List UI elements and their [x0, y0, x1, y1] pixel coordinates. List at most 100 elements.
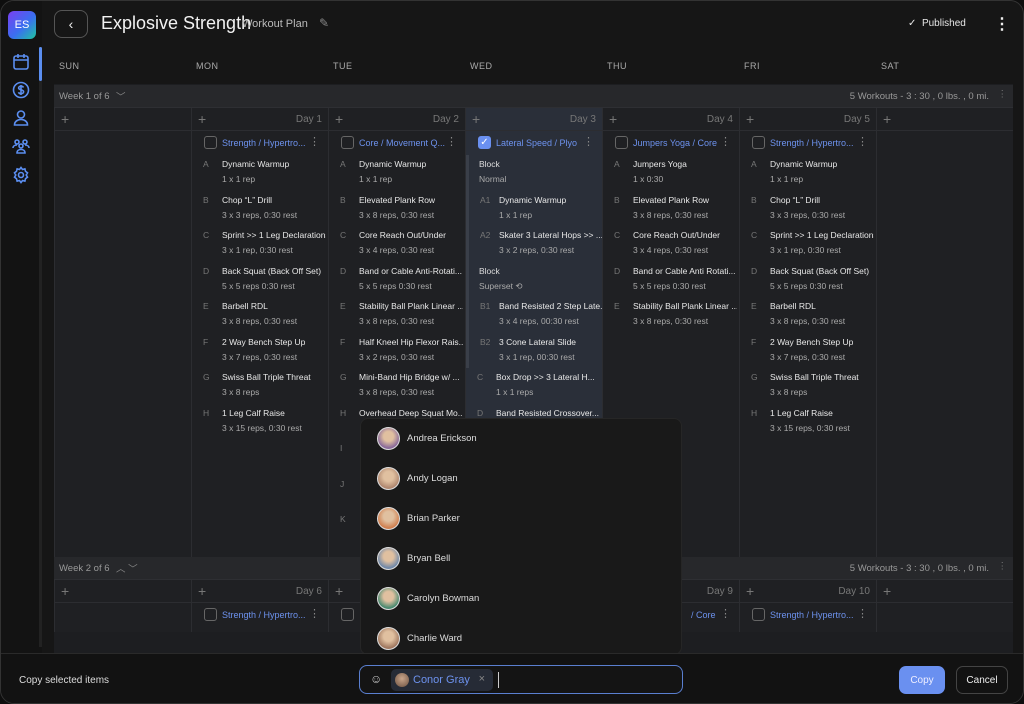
- add-workout-icon[interactable]: +: [883, 583, 892, 599]
- exercise-item[interactable]: G Mini-Band Hip Bridge w/ ... 3 x 8 reps, …: [329, 368, 465, 404]
- workout-card-header[interactable]: Strength / Hypertro... ⋮: [192, 131, 328, 155]
- remove-chip-icon[interactable]: ×: [478, 673, 485, 685]
- exercise-item[interactable]: F Half Kneel Hip Flexor Rais... 3 x 2 reps…: [329, 333, 465, 369]
- exercise-item[interactable]: H Overhead Deep Squat Mo...: [329, 404, 465, 440]
- add-workout-icon[interactable]: +: [335, 583, 344, 599]
- workout-card-header[interactable]: ✓ Lateral Speed / Plyo ⋮: [466, 131, 602, 155]
- exercise-item[interactable]: B Chop “L” Drill 3 x 3 reps, 0:30 rest: [740, 191, 876, 227]
- exercise-item[interactable]: H 1 Leg Calf Raise 3 x 15 reps, 0:30 rest: [192, 404, 328, 440]
- workout-checkbox[interactable]: [752, 608, 765, 621]
- back-button[interactable]: ‹: [54, 10, 88, 38]
- cancel-button[interactable]: Cancel: [956, 666, 1008, 694]
- workout-options-icon[interactable]: ⋮: [720, 608, 731, 620]
- exercise-item[interactable]: D Back Squat (Back Off Set) 5 x 5 reps 0:3…: [740, 262, 876, 298]
- client-option[interactable]: Carolyn Bowman: [361, 579, 681, 619]
- user-icon[interactable]: [12, 109, 30, 127]
- exercise-item[interactable]: C Sprint >> 1 Leg Declarations 3 x 1 rep, …: [192, 226, 328, 262]
- exercise-item[interactable]: C Core Reach Out/Under 3 x 4 reps, 0:30 re…: [603, 226, 739, 262]
- exercise-item[interactable]: A Jumpers Yoga 1 x 0:30: [603, 155, 739, 191]
- week-options-icon[interactable]: ⋮: [997, 89, 1008, 100]
- block-header[interactable]: Block Superset ⟲: [466, 261, 602, 297]
- workout-title[interactable]: Strength / Hypertro...: [770, 610, 854, 620]
- add-workout-icon[interactable]: +: [746, 583, 755, 599]
- workout-checkbox[interactable]: [204, 136, 217, 149]
- edit-pencil-icon[interactable]: ✎: [319, 16, 330, 30]
- workout-options-icon[interactable]: ⋮: [309, 136, 320, 148]
- block-header[interactable]: Block Normal: [466, 155, 602, 191]
- exercise-item[interactable]: B Elevated Plank Row 3 x 8 reps, 0:30 rest: [329, 191, 465, 227]
- exercise-item[interactable]: B2 3 Cone Lateral Slide 3 x 1 rep, 00:30 r…: [466, 332, 602, 368]
- exercise-item[interactable]: E Stability Ball Plank Linear ... 3 x 8 re…: [603, 297, 739, 333]
- workout-options-icon[interactable]: ⋮: [583, 136, 594, 148]
- add-workout-icon[interactable]: +: [335, 111, 344, 127]
- selected-client-chip[interactable]: Conor Gray ×: [391, 669, 493, 691]
- workout-options-icon[interactable]: ⋮: [309, 608, 320, 620]
- more-options-icon[interactable]: ⋮: [994, 16, 1010, 33]
- workout-checkbox[interactable]: ✓: [478, 136, 491, 149]
- exercise-item[interactable]: A1 Dynamic Warmup 1 x 1 rep: [466, 190, 602, 226]
- exercise-item[interactable]: C Sprint >> 1 Leg Declarations 3 x 1 rep, …: [740, 226, 876, 262]
- exercise-item[interactable]: G Swiss Ball Triple Threat 3 x 8 reps: [740, 368, 876, 404]
- workout-card-header[interactable]: Strength / Hypertro... ⋮: [740, 131, 876, 155]
- calendar-icon[interactable]: [12, 53, 30, 71]
- exercise-item[interactable]: F 2 Way Bench Step Up 3 x 7 reps, 0:30 res…: [192, 333, 328, 369]
- workout-options-icon[interactable]: ⋮: [857, 608, 868, 620]
- client-option[interactable]: Brian Parker: [361, 499, 681, 539]
- week-toggle-icon[interactable]: ﹀: [116, 92, 126, 103]
- workout-title[interactable]: Strength / Hypertro...: [222, 138, 306, 148]
- week-toggle-icon[interactable]: ︿ ﹀: [116, 564, 138, 575]
- workout-title[interactable]: Jumpers Yoga / Core: [633, 138, 718, 148]
- add-workout-icon[interactable]: +: [198, 111, 207, 127]
- client-option[interactable]: Bryan Bell: [361, 539, 681, 579]
- workout-options-icon[interactable]: ⋮: [720, 136, 731, 148]
- sidebar-scrollbar[interactable]: [39, 47, 42, 647]
- exercise-item[interactable]: E Stability Ball Plank Linear ... 3 x 8 re…: [329, 297, 465, 333]
- workout-title[interactable]: Strength / Hypertro...: [222, 610, 306, 620]
- published-status[interactable]: ✓ Published: [908, 18, 966, 29]
- exercise-item[interactable]: A: [329, 627, 465, 632]
- exercise-item[interactable]: I: [329, 439, 465, 475]
- add-workout-icon[interactable]: +: [746, 111, 755, 127]
- workout-checkbox[interactable]: [752, 136, 765, 149]
- exercise-item[interactable]: D Band or Cable Anti-Rotati... 5 x 5 reps …: [329, 262, 465, 298]
- exercise-item[interactable]: B1 Band Resisted 2 Step Late... 3 x 4 reps…: [466, 297, 602, 333]
- dollar-icon[interactable]: [12, 81, 30, 99]
- add-workout-icon[interactable]: +: [883, 111, 892, 127]
- workout-title[interactable]: Strength / Hypertro...: [770, 138, 854, 148]
- workout-card-header[interactable]: Core / Movement Q... ⋮: [329, 131, 465, 155]
- week-options-icon[interactable]: ⋮: [997, 561, 1008, 572]
- workout-card-header[interactable]: / Core ⋮: [603, 603, 739, 627]
- exercise-item[interactable]: E Barbell RDL 3 x 8 reps, 0:30 rest: [740, 297, 876, 333]
- exercise-item[interactable]: K: [329, 510, 465, 546]
- workout-checkbox[interactable]: [341, 136, 354, 149]
- app-logo[interactable]: ES: [8, 11, 36, 39]
- exercise-item[interactable]: G Swiss Ball Triple Threat 3 x 8 reps: [192, 368, 328, 404]
- workout-card-header[interactable]: Jumpers Yoga / Core ⋮: [603, 131, 739, 155]
- add-workout-icon[interactable]: +: [198, 583, 207, 599]
- client-picker-input[interactable]: ☺ Conor Gray ×: [359, 665, 683, 694]
- exercise-item[interactable]: H 1 Leg Calf Raise 3 x 15 reps, 0:30 rest: [740, 404, 876, 440]
- add-workout-icon[interactable]: +: [61, 583, 70, 599]
- workout-checkbox[interactable]: [204, 608, 217, 621]
- exercise-item[interactable]: C Box Drop >> 3 Lateral H... 1 x 1 reps: [466, 368, 602, 404]
- exercise-item[interactable]: C Core Reach Out/Under 3 x 4 reps, 0:30 re…: [329, 226, 465, 262]
- exercise-item[interactable]: D Band or Cable Anti Rotati... 5 x 5 reps …: [603, 262, 739, 298]
- add-workout-icon[interactable]: +: [472, 111, 481, 127]
- exercise-item[interactable]: J: [329, 475, 465, 511]
- workout-options-icon[interactable]: ⋮: [446, 136, 457, 148]
- workout-card-header[interactable]: Strength / Hypertro... ⋮: [192, 603, 328, 627]
- workout-checkbox[interactable]: [341, 608, 354, 621]
- client-option[interactable]: Andrea Erickson: [361, 419, 681, 459]
- workout-title[interactable]: / Core: [691, 610, 716, 620]
- client-option[interactable]: Andy Logan: [361, 459, 681, 499]
- workout-options-icon[interactable]: ⋮: [857, 136, 868, 148]
- gear-icon[interactable]: [12, 166, 30, 184]
- copy-button[interactable]: Copy: [899, 666, 945, 694]
- client-option[interactable]: Charlie Ward: [361, 619, 681, 659]
- exercise-item[interactable]: B Elevated Plank Row 3 x 8 reps, 0:30 rest: [603, 191, 739, 227]
- workout-checkbox[interactable]: [615, 136, 628, 149]
